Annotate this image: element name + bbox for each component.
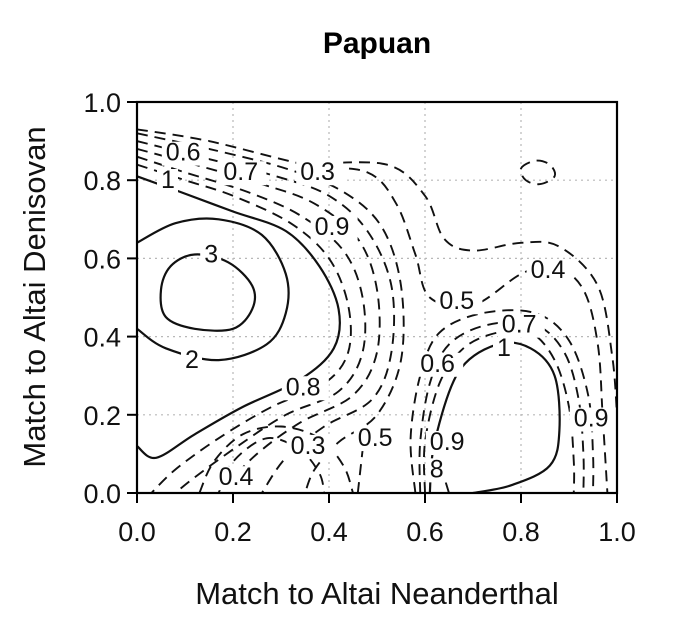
contour-label: 0.9 — [574, 405, 609, 433]
y-tick-label: 0.4 — [83, 323, 121, 353]
contour-line-0-8 — [422, 329, 576, 493]
contour-label: 1 — [161, 166, 175, 194]
contour-label: 0.6 — [166, 139, 201, 167]
y-tick-label: 0.0 — [83, 479, 121, 509]
contour-label-bg — [526, 258, 574, 283]
contour-label-bg — [435, 290, 483, 315]
contour-label-bg — [569, 407, 617, 432]
x-tick-label: 0.2 — [214, 517, 252, 547]
contour-label: 0.3 — [300, 158, 335, 186]
contour-label-bg — [181, 348, 202, 373]
y-tick-label: 0.8 — [83, 166, 121, 196]
contour-label: 1 — [497, 334, 511, 362]
contour-label-bg — [219, 161, 267, 186]
plot-frame — [135, 100, 619, 495]
chart-title: Papuan — [323, 27, 431, 60]
x-axis: 0.0 0.2 0.4 0.6 0.8 1.0 — [118, 493, 636, 547]
y-tick-label: 0.2 — [83, 401, 121, 431]
y-axis-label: Match to Altai Denisovan — [17, 126, 52, 467]
contour-label: 0.8 — [286, 373, 321, 401]
x-axis-label: Match to Altai Neanderthal — [195, 576, 559, 611]
contour-label-bg — [157, 169, 178, 194]
contour-label: 0.9 — [430, 428, 465, 456]
contour-label: 0.9 — [315, 213, 350, 241]
contour-line-0-5 — [356, 449, 364, 493]
y-tick-label: 1.0 — [83, 88, 121, 118]
contour-line-1 — [428, 341, 561, 493]
contour-line-0-5 — [137, 132, 405, 493]
contour-label-bg — [425, 458, 447, 483]
y-tick-label: 0.6 — [83, 244, 121, 274]
contour-label-bg — [416, 352, 464, 377]
contour-line-0-7 — [137, 147, 381, 493]
contour-label: 0.6 — [420, 350, 455, 378]
contour-line-0-9 — [438, 461, 450, 493]
contour-labels: 0.61 0.7 0.30.9320.80.30.40.50.60.980.50.4… — [157, 139, 617, 491]
contour-label: 0.3 — [291, 432, 326, 460]
x-tick-label: 1.0 — [598, 517, 636, 547]
contour-label: 3 — [204, 240, 218, 268]
contour-label-bg — [161, 141, 209, 166]
grid — [137, 102, 617, 493]
contour-label: 0.5 — [358, 424, 393, 452]
contour-label-bg — [296, 161, 344, 186]
contour-label: 0.5 — [439, 287, 474, 315]
contour-label: 8 — [430, 455, 444, 483]
contour-line-0-3 — [217, 437, 326, 493]
y-axis: 0.0 0.2 0.4 0.6 0.8 1.0 — [83, 88, 137, 509]
x-tick-label: 0.4 — [310, 517, 348, 547]
contour-label-bg — [214, 466, 262, 491]
contour-line-0-3 — [304, 161, 617, 415]
contour-label-bg — [281, 376, 329, 401]
contour-line-0-4 — [198, 425, 354, 493]
contour-label-bg — [286, 434, 334, 459]
contour-line-1 — [137, 175, 341, 460]
x-tick-label: 0.0 — [118, 517, 156, 547]
contour-label: 2 — [185, 346, 199, 374]
contour-label-bg — [310, 215, 358, 240]
contour-line-0-9 — [137, 163, 352, 493]
contour-label-bg — [200, 243, 222, 268]
contour-label-bg — [353, 427, 401, 452]
contour-label: 0.4 — [219, 463, 254, 491]
contour-label: 0.7 — [223, 158, 258, 186]
contour-label-bg — [425, 430, 473, 455]
contour-label: 0.7 — [502, 311, 537, 339]
x-tick-label: 0.8 — [502, 517, 540, 547]
contour-label-bg — [497, 313, 545, 338]
x-tick-label: 0.6 — [406, 517, 444, 547]
contour-label-bg — [493, 337, 514, 362]
contour-label: 0.4 — [531, 256, 566, 284]
contour-line-0-3 — [519, 159, 556, 186]
